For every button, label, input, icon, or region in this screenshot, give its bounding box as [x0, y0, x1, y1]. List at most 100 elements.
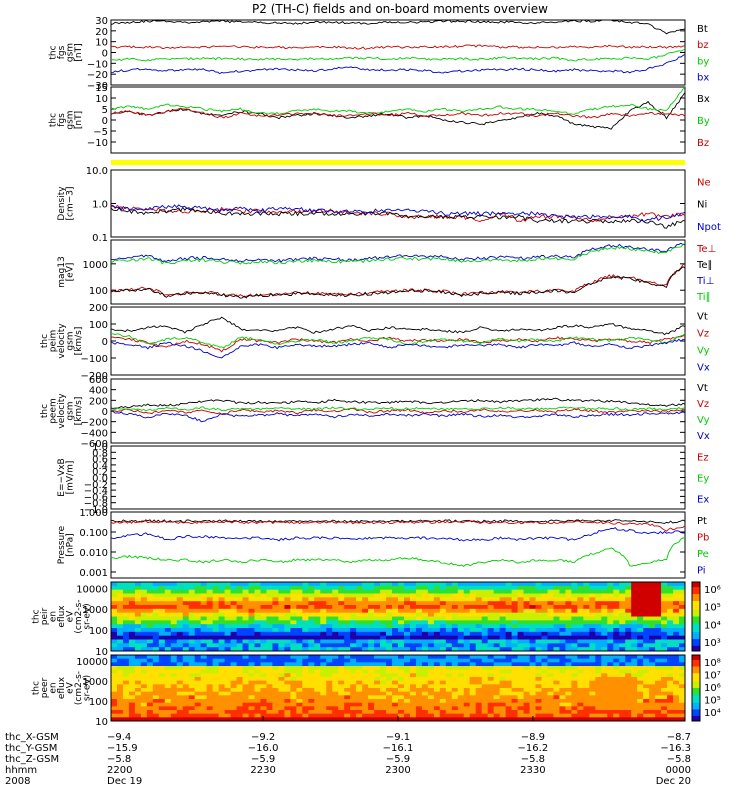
spectrogram-cell [326, 608, 333, 614]
spectrogram-cell [398, 620, 405, 625]
spectrogram-cell [392, 695, 399, 700]
spectrogram-cell [146, 616, 154, 621]
spectrogram-cell [380, 589, 387, 594]
spectrogram-cell [415, 628, 423, 633]
spectrogram-cell [368, 691, 375, 696]
figure-title: P2 (TH-C) fields and on-board moments ov… [252, 2, 548, 16]
spectrogram-cell [188, 635, 196, 640]
spectrogram-cell [631, 585, 638, 591]
spectrogram-cell [260, 631, 267, 637]
spectrogram-cell [565, 631, 572, 637]
x-row-label: thc_Y-GSM [5, 743, 57, 754]
spectrogram-cell [116, 589, 124, 594]
spectrogram-cell [188, 706, 196, 711]
spectrogram-cell [362, 655, 369, 660]
spectrogram-cell [403, 695, 411, 700]
spectrogram-cell [583, 639, 590, 644]
spectrogram-cell [308, 658, 315, 663]
colorbar-cell [692, 588, 700, 592]
spectrogram-cell [613, 713, 620, 718]
spectrogram-cell [517, 695, 525, 700]
spectrogram-cell [613, 658, 620, 663]
spectrogram-cell [403, 680, 411, 685]
spectrogram-cell [529, 680, 537, 685]
spectrogram-cell [356, 666, 363, 671]
spectrogram-cell [170, 695, 178, 700]
spectrogram-cell [260, 608, 267, 614]
spectrogram-cell [111, 655, 118, 660]
spectrogram-cell [320, 658, 327, 663]
spectrogram-cell [176, 684, 184, 689]
spectrogram-cell [236, 616, 244, 621]
spectrogram-cell [475, 601, 483, 606]
spectrogram-cell [583, 706, 590, 711]
spectrogram-cell [326, 658, 333, 663]
spectrogram-cell [176, 680, 184, 685]
spectrogram-cell [248, 589, 255, 594]
spectrogram-cell [344, 669, 351, 674]
spectrogram-cell [637, 608, 644, 614]
spectrogram-cell [451, 631, 459, 637]
spectrogram-cell [445, 702, 453, 707]
spectrogram-cell [218, 601, 226, 606]
spectrogram-cell [529, 628, 537, 633]
spectrogram-cell [469, 666, 477, 671]
spectrogram-cell [176, 713, 184, 718]
spectrogram-cell [164, 605, 172, 610]
spectrogram-cell [111, 717, 118, 722]
spectrogram-cell [679, 624, 686, 629]
spectrogram-cell [523, 702, 531, 707]
spectrogram-cell [386, 635, 393, 640]
spectrogram-cell [415, 710, 423, 715]
spectrogram-cell [481, 585, 489, 591]
spectrogram-cell [451, 680, 459, 685]
spectrogram-cell [577, 628, 584, 633]
spectrogram-cell [296, 688, 303, 693]
spectrogram-cell [111, 589, 118, 594]
spectrogram-cell [398, 673, 405, 678]
spectrogram-cell [338, 669, 345, 674]
spectrogram-cell [499, 647, 507, 652]
spectrogram-cell [613, 631, 620, 637]
spectrogram-cell [679, 605, 686, 610]
spectrogram-cell [523, 684, 531, 689]
spectrogram-cell [236, 582, 244, 587]
spectrogram-cell [152, 608, 160, 614]
spectrogram-cell [643, 713, 650, 718]
spectrogram-cell [266, 684, 273, 689]
spectrogram-cell [511, 658, 519, 663]
spectrogram-cell [111, 713, 118, 718]
series-line-bx [110, 54, 686, 75]
spectrogram-cell [487, 717, 495, 722]
colorbar-cell [692, 645, 700, 649]
spectrogram-cell [493, 589, 501, 594]
spectrogram-cell [146, 601, 154, 606]
spectrogram-cell [116, 597, 124, 602]
spectrogram-cell [427, 658, 435, 663]
spectrogram-cell [607, 717, 614, 722]
spectrogram-cell [649, 673, 656, 678]
spectrogram-cell [577, 631, 584, 637]
spectrogram-cell [559, 601, 566, 606]
spectrogram-cell [481, 593, 489, 598]
colorbar-cell [692, 655, 700, 658]
spectrogram-cell [284, 589, 291, 594]
spectrogram-cell [116, 582, 124, 587]
spectrogram-cell [421, 658, 429, 663]
spectrogram-cell [475, 608, 483, 614]
spectrogram-cell [631, 684, 638, 689]
spectrogram-cell [290, 677, 297, 682]
spectrogram-cell [164, 713, 172, 718]
spectrogram-cell [128, 655, 136, 660]
spectrogram-cell [272, 643, 279, 648]
spectrogram-cell [266, 695, 273, 700]
spectrogram-cell [374, 616, 381, 621]
spectrogram-cell [128, 688, 136, 693]
spectrogram-cell [182, 589, 190, 594]
spectrogram-cell [386, 593, 393, 598]
spectrogram-cell [374, 620, 381, 625]
spectrogram-cell [667, 612, 674, 617]
spectrogram-cell [308, 669, 315, 674]
spectrogram-cell [547, 639, 554, 644]
spectrogram-cell [505, 658, 513, 663]
